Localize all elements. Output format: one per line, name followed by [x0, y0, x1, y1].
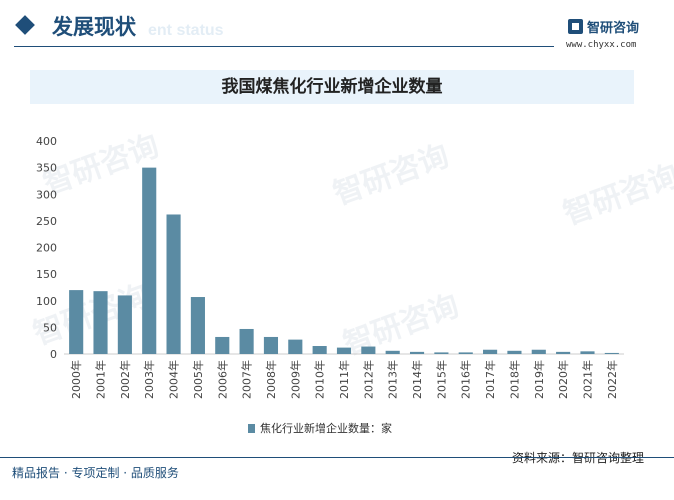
- footer-divider: [0, 457, 674, 458]
- x-tick-label: 2009年: [288, 360, 302, 399]
- legend-label: 焦化行业新增企业数量：家: [260, 422, 392, 435]
- x-tick-label: 2007年: [240, 360, 254, 399]
- chart-title: 我国煤焦化行业新增企业数量: [221, 77, 443, 97]
- section-title: 发展现状: [52, 15, 136, 39]
- x-tick-label: 2002年: [118, 360, 132, 399]
- y-tick-label: 50: [43, 321, 57, 334]
- y-tick-label: 0: [50, 348, 57, 361]
- x-tick-label: 2005年: [191, 360, 205, 399]
- brand-logo-icon: [568, 19, 583, 34]
- bar: [556, 351, 571, 354]
- y-tick-label: 200: [36, 242, 57, 255]
- y-tick-label: 150: [36, 268, 57, 281]
- x-tick-label: 2022年: [605, 360, 619, 399]
- y-tick-label: 350: [36, 162, 57, 175]
- bar: [239, 328, 254, 354]
- bar: [263, 336, 279, 354]
- source-note: 资料来源：智研咨询整理: [512, 451, 645, 465]
- bar: [215, 336, 230, 354]
- x-tick-label: 2020年: [556, 360, 570, 399]
- y-tick-label: 100: [36, 295, 57, 308]
- x-tick-label: 2000年: [69, 360, 83, 399]
- y-tick-label: 250: [36, 215, 57, 228]
- x-tick-label: 2012年: [361, 360, 375, 399]
- bar: [580, 351, 595, 354]
- diamond-icon: [15, 15, 35, 35]
- header-divider: [14, 46, 554, 47]
- bar: [458, 352, 473, 354]
- x-tick-label: 2008年: [264, 360, 278, 399]
- y-tick-label: 300: [36, 188, 57, 201]
- bar: [434, 352, 449, 354]
- bar: [166, 214, 181, 354]
- x-tick-label: 2014年: [410, 360, 424, 399]
- bar-chart: 0 50 100 150 200 250 300 350 400 2000年 2001年 2002年 2…: [36, 135, 624, 399]
- x-tick-label: 2019年: [532, 360, 546, 399]
- x-tick-label: 2016年: [459, 360, 473, 399]
- bar: [312, 346, 327, 354]
- x-tick-label: 2003年: [142, 360, 156, 399]
- bar: [190, 297, 205, 354]
- x-tick-label: 2015年: [434, 360, 448, 399]
- x-tick-label: 2006年: [215, 360, 229, 399]
- chart-title-band: 我国煤焦化行业新增企业数量: [30, 70, 634, 104]
- bar: [336, 347, 352, 354]
- footer-tagline: 精品报告 · 专项定制 · 品质服务: [12, 466, 179, 480]
- bar: [93, 291, 108, 354]
- brand-url: www.chyxx.com: [566, 40, 637, 50]
- section-header: ent status 发展现状 智研咨询 www.chyxx.com: [0, 0, 674, 50]
- bar: [142, 167, 157, 354]
- x-tick-label: 2010年: [313, 360, 327, 399]
- x-tick-label: 2013年: [386, 360, 400, 399]
- x-tick-label: 2021年: [580, 360, 594, 399]
- bar: [531, 349, 546, 354]
- x-tick-label: 2001年: [94, 360, 108, 399]
- chart-legend: 焦化行业新增企业数量：家: [248, 420, 392, 436]
- bar: [507, 350, 522, 354]
- bar: [604, 352, 619, 354]
- x-tick-label: 2017年: [483, 360, 497, 399]
- bar: [69, 290, 84, 354]
- bar: [409, 351, 425, 354]
- bar: [288, 339, 303, 354]
- bar: [483, 349, 498, 354]
- bar: [361, 346, 376, 354]
- y-tick-label: 400: [36, 135, 57, 148]
- bar: [385, 350, 400, 354]
- x-tick-label: 2011年: [337, 360, 351, 399]
- x-tick-label: 2004年: [167, 360, 181, 399]
- legend-swatch: [248, 424, 255, 433]
- section-subtitle: ent status: [148, 22, 224, 39]
- bar: [117, 295, 132, 354]
- x-tick-label: 2018年: [507, 360, 521, 399]
- brand-name: 智研咨询: [587, 21, 640, 36]
